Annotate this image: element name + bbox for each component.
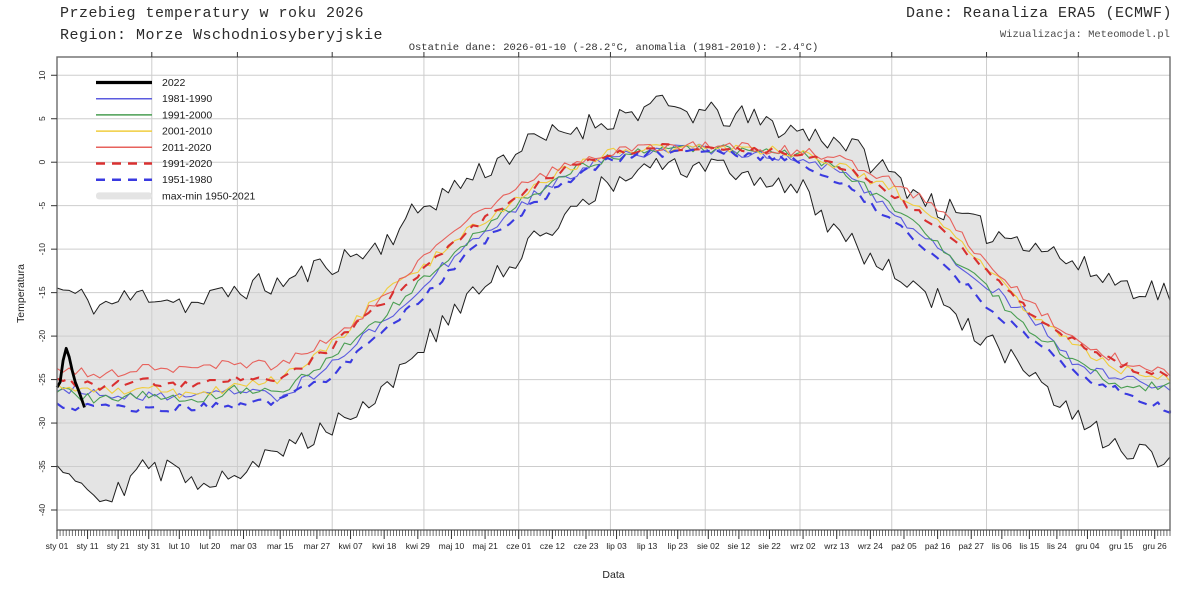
legend-label: 1991-2020 <box>162 158 212 170</box>
x-tick-label: sie 02 <box>697 541 720 551</box>
x-tick-label: lis 15 <box>1019 541 1039 551</box>
x-tick-label: wrz 13 <box>823 541 849 551</box>
x-tick-label: lis 24 <box>1047 541 1067 551</box>
x-tick-label: lip 13 <box>637 541 658 551</box>
y-tick-label: -40 <box>37 504 47 517</box>
y-tick-label: 10 <box>37 70 47 80</box>
y-tick-label: -5 <box>37 202 47 210</box>
axis-ticks-and-labels: sty 01 sty 11 sty 21 sty 31 lut 10 lut 20 mar … <box>15 52 1171 581</box>
legend-label: max-min 1950-2021 <box>162 190 256 202</box>
x-axis-label: Data <box>602 569 624 581</box>
legend-label: 2011-2020 <box>162 142 212 154</box>
x-tick-label: maj 10 <box>439 541 465 551</box>
x-tick-label: sty 21 <box>107 541 130 551</box>
x-tick-label: cze 01 <box>506 541 531 551</box>
legend-label: 1981-1990 <box>162 93 212 105</box>
x-tick-label: gru 15 <box>1109 541 1133 551</box>
x-tick-label: lip 23 <box>668 541 689 551</box>
y-tick-label: 0 <box>37 160 47 165</box>
series-2011-2020 <box>56 141 1171 379</box>
x-tick-label: sty 11 <box>77 541 99 551</box>
x-tick-label: sie 12 <box>728 541 751 551</box>
series-1991-2000 <box>56 144 1171 404</box>
band-max-min <box>57 95 1170 502</box>
visualization-credit: Wizualizacja: Meteomodel.pl <box>999 29 1170 41</box>
chart-region-subtitle: Region: Morze Wschodniosyberyjskie <box>60 27 384 44</box>
series-lines <box>55 141 1172 414</box>
y-tick-label: -20 <box>37 330 47 343</box>
band-edges <box>56 94 1171 503</box>
y-tick-label: -10 <box>37 243 47 256</box>
x-tick-label: paź 27 <box>958 541 984 551</box>
x-tick-label: mar 15 <box>267 541 294 551</box>
series-1951-1980 <box>56 148 1172 414</box>
x-tick-label: sie 22 <box>758 541 781 551</box>
x-tick-label: cze 12 <box>540 541 565 551</box>
x-tick-label: paź 16 <box>925 541 951 551</box>
x-tick-label: sty 31 <box>137 541 160 551</box>
x-tick-label: lut 20 <box>199 541 220 551</box>
data-source-label: Dane: Reanaliza ERA5 (ECMWF) <box>905 5 1172 22</box>
x-tick-label: lis 06 <box>992 541 1012 551</box>
y-tick-label: 5 <box>37 116 47 121</box>
legend-label: 1991-2000 <box>162 109 212 121</box>
x-tick-label: wrz 24 <box>857 541 883 551</box>
legend-label: 1951-1980 <box>162 174 212 186</box>
x-tick-label: gru 04 <box>1075 541 1099 551</box>
legend-label: 2001-2010 <box>162 126 212 138</box>
x-tick-label: cze 23 <box>573 541 598 551</box>
y-axis-label: Temperatura <box>15 264 27 323</box>
x-tick-label: sty 01 <box>46 541 69 551</box>
y-tick-label: -15 <box>37 286 47 299</box>
series-1991-2020 <box>56 143 1172 391</box>
y-tick-label: -30 <box>37 417 47 430</box>
legend-label: 2022 <box>162 77 186 89</box>
y-tick-label: -35 <box>37 460 47 473</box>
legend: 2022 1981-1990 1991-2000 2001-2010 2011-2020… <box>96 77 256 202</box>
chart-title: Przebieg temperatury w roku 2026 <box>60 5 365 22</box>
x-tick-label: maj 21 <box>472 541 498 551</box>
legend-band-swatch <box>96 192 152 200</box>
gridlines <box>57 57 1170 530</box>
last-data-note: Ostatnie dane: 2026-01-10 (-28.2°C, anom… <box>408 42 819 54</box>
y-tick-label: -25 <box>37 373 47 386</box>
x-tick-label: paź 05 <box>891 541 917 551</box>
series-2022 <box>55 346 86 408</box>
x-tick-label: lut 10 <box>169 541 190 551</box>
x-tick-label: lip 03 <box>606 541 627 551</box>
x-tick-label: kwi 07 <box>338 541 362 551</box>
x-tick-label: mar 27 <box>304 541 331 551</box>
x-tick-label: mar 03 <box>230 541 257 551</box>
x-tick-label: gru 26 <box>1143 541 1167 551</box>
x-tick-label: kwi 29 <box>406 541 430 551</box>
x-tick-label: kwi 18 <box>372 541 396 551</box>
x-tick-label: wrz 02 <box>790 541 816 551</box>
